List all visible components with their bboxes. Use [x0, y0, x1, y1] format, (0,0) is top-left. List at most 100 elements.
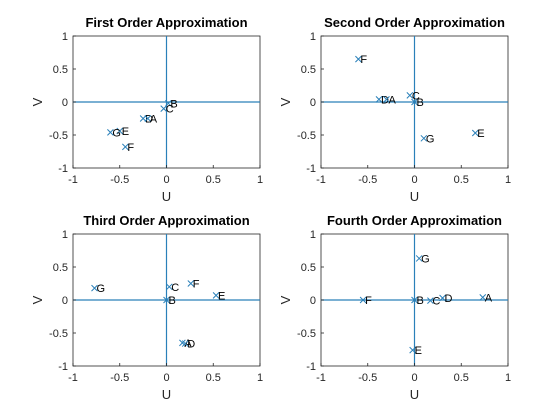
y-tick-label: 1: [62, 31, 68, 43]
y-tick-label: -1: [58, 163, 68, 175]
data-point: D: [439, 293, 453, 305]
y-tick-label: 1: [310, 31, 316, 43]
point-label: F: [193, 279, 200, 291]
data-point: F: [359, 295, 372, 307]
x-tick-label: 0: [163, 174, 169, 186]
x-tick-label: 0.5: [206, 372, 221, 384]
y-tick-label: -1: [306, 163, 316, 175]
y-tick-label: 0: [310, 97, 316, 109]
point-label: A: [150, 114, 158, 126]
y-tick-label: 0: [310, 295, 316, 307]
data-point: E: [116, 126, 129, 138]
point-label: E: [218, 290, 225, 302]
data-point: C: [427, 296, 440, 308]
point-label: F: [127, 142, 134, 154]
y-tick-label: -0.5: [49, 328, 68, 340]
x-tick-label: 0: [163, 372, 169, 384]
data-point: F: [355, 54, 367, 66]
point-label: C: [432, 296, 440, 308]
data-point: E: [212, 290, 225, 302]
point-label: G: [421, 253, 430, 265]
point-label: C: [166, 104, 174, 116]
x-marker: [411, 98, 418, 106]
data-point: F: [122, 142, 134, 154]
x-tick-label: 1: [505, 372, 511, 384]
data-point: A: [144, 114, 158, 126]
x-tick-label: -0.5: [358, 372, 377, 384]
x-tick-label: -1: [316, 174, 326, 186]
x-axis-label: U: [162, 189, 171, 204]
point-label: A: [485, 292, 493, 304]
data-point: C: [406, 90, 420, 102]
point-label: G: [426, 133, 435, 145]
point-label: B: [170, 98, 177, 110]
x-marker: [212, 292, 220, 299]
point-label: B: [417, 295, 424, 307]
data-point: B: [411, 97, 424, 109]
point-label: B: [169, 295, 176, 307]
y-tick-label: 1: [62, 229, 68, 241]
subplot-4: -1 -0.5 0 0.5 1 1 0.5 0 -0.5 -1 Fourth Order Appro…: [278, 213, 511, 402]
x-marker: [415, 255, 423, 262]
x-marker: [91, 284, 98, 292]
data-point: G: [107, 127, 121, 139]
y-tick-label: 1: [310, 229, 316, 241]
x-marker: [359, 296, 367, 304]
x-marker: [479, 294, 487, 301]
data-point: G: [415, 253, 430, 265]
x-marker: [144, 115, 152, 122]
x-marker: [420, 134, 428, 142]
x-marker: [355, 55, 362, 63]
subplot-1: -1 -0.5 0 0.5 1 1 0.5 0 -0.5 -1 First Order Approx…: [30, 15, 263, 204]
x-marker: [406, 92, 414, 99]
subplot-title: Fourth Order Approximation: [327, 213, 502, 228]
data-point: C: [160, 104, 174, 116]
y-tick-label: -0.5: [49, 130, 68, 142]
x-tick-label: -1: [68, 174, 78, 186]
data-point: B: [411, 295, 424, 307]
y-tick-label: -1: [58, 361, 68, 373]
y-tick-label: 0.5: [53, 262, 68, 274]
x-marker: [383, 96, 390, 103]
point-label: C: [412, 90, 420, 102]
x-marker: [409, 346, 416, 354]
x-tick-label: -0.5: [110, 372, 129, 384]
data-point: A: [479, 292, 493, 304]
x-marker: [122, 143, 129, 151]
data-point: E: [471, 128, 485, 140]
x-tick-label: 0.5: [206, 174, 221, 186]
x-marker: [375, 96, 383, 103]
x-marker: [471, 129, 479, 137]
x-tick-label: 1: [257, 372, 263, 384]
y-tick-label: 0: [62, 97, 68, 109]
subplot-title: Second Order Approximation: [324, 15, 505, 30]
point-label: E: [477, 128, 484, 140]
x-tick-label: 1: [505, 174, 511, 186]
x-tick-label: -1: [316, 372, 326, 384]
point-label: E: [415, 345, 422, 357]
x-marker: [165, 283, 173, 291]
x-marker: [160, 105, 168, 112]
subplot-title: First Order Approximation: [85, 15, 247, 30]
y-tick-label: 0.5: [53, 64, 68, 76]
x-axis-label: U: [410, 189, 419, 204]
point-label: F: [360, 54, 367, 66]
x-marker: [163, 296, 170, 304]
point-label: D: [187, 339, 195, 351]
subplot-2: -1 -0.5 0 0.5 1 1 0.5 0 -0.5 -1 Second Order Appro…: [278, 15, 511, 204]
data-point: G: [91, 283, 106, 295]
x-tick-label: -0.5: [110, 174, 129, 186]
point-label: G: [97, 283, 106, 295]
x-axis-label: U: [410, 387, 419, 402]
x-tick-label: -0.5: [358, 174, 377, 186]
x-marker: [181, 340, 189, 347]
x-marker: [427, 297, 434, 305]
point-label: E: [122, 126, 129, 138]
x-tick-label: 0: [411, 174, 417, 186]
x-marker: [411, 296, 418, 304]
data-point: A: [383, 94, 396, 106]
x-tick-label: 1: [257, 174, 263, 186]
x-marker: [439, 294, 446, 302]
point-label: D: [445, 293, 453, 305]
